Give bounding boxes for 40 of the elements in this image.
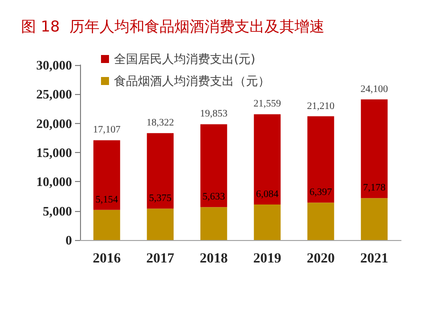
bar — [146, 208, 174, 240]
bar — [93, 140, 120, 210]
x-tick-label: 2019 — [253, 252, 282, 266]
bar — [93, 210, 120, 240]
total-label: 21,559 — [254, 98, 281, 110]
data-label: 7,178 — [363, 182, 386, 194]
legend-label: 食品烟酒人均消费支出（元） — [114, 74, 270, 88]
bar — [360, 99, 388, 198]
y-tick-label: 5,000 — [42, 203, 72, 218]
x-tick-label: 2016 — [92, 252, 121, 266]
total-label: 24,100 — [360, 84, 388, 95]
bar — [307, 116, 334, 203]
x-tick-label: 2020 — [306, 252, 335, 266]
bar — [200, 207, 228, 240]
data-label: 5,154 — [96, 194, 118, 206]
data-label: 6,084 — [256, 189, 278, 200]
bar — [146, 133, 174, 209]
y-tick-label: 20,000 — [36, 116, 72, 131]
bar — [360, 198, 388, 240]
y-tick-label: 10,000 — [36, 174, 72, 190]
x-tick-label: 2017 — [146, 252, 174, 266]
chart-title: 图 18 历年人均和食品烟酒消费支出及其增速 — [21, 18, 324, 36]
total-label: 18,322 — [146, 118, 174, 129]
data-label: 5,633 — [202, 192, 225, 203]
y-tick-label: 15,000 — [36, 145, 72, 160]
x-tick-label: 2021 — [360, 252, 388, 266]
data-label: 6,397 — [310, 187, 332, 198]
y-tick-label: 30,000 — [36, 58, 72, 72]
data-label: 5,375 — [149, 193, 172, 204]
total-label: 19,853 — [200, 108, 228, 120]
total-label: 21,210 — [307, 100, 334, 112]
bar — [307, 202, 334, 240]
y-tick-label: 0 — [66, 232, 72, 248]
x-tick-label: 2018 — [200, 252, 228, 266]
bar — [254, 204, 281, 240]
bar — [254, 114, 281, 205]
total-label: 17,107 — [93, 124, 120, 136]
y-tick-label: 25,000 — [36, 86, 72, 102]
legend-label: 全国居民人均消费支出(元) — [114, 52, 256, 66]
bar — [200, 124, 228, 208]
